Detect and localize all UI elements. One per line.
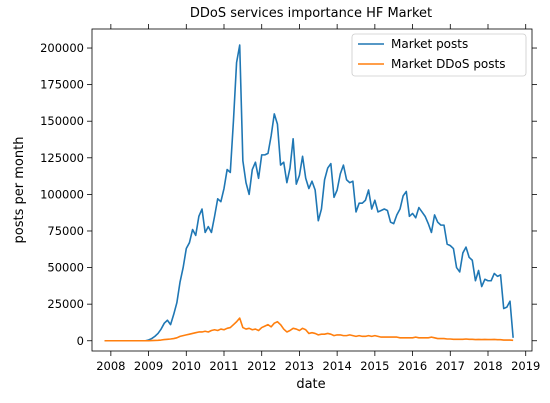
x-tick-label-2008: 2008 [96,359,125,373]
y-tick-label-25000: 25000 [47,297,84,311]
y-tick-label-175000: 175000 [40,78,84,92]
x-tick-label-2015: 2015 [360,359,389,373]
series-layer [104,44,514,342]
x-tick-label-2012: 2012 [247,359,276,373]
x-tick-label-2018: 2018 [473,359,502,373]
x-tick-label-2014: 2014 [323,359,352,373]
y-tick-label-125000: 125000 [40,151,84,165]
x-tick-label-2016: 2016 [398,359,427,373]
y-tick-label-75000: 75000 [47,224,84,238]
y-tick-label-50000: 50000 [47,261,84,275]
plot-frame [91,28,533,352]
x-axis: 2008 2009 2010 2011 2012 2013 2014 2015 2016 2017… [96,24,540,373]
x-tick-label-2009: 2009 [134,359,163,373]
x-tick-label-2011: 2011 [209,359,238,373]
x-tick-label-2017: 2017 [436,359,465,373]
y-tick-label-200000: 200000 [40,41,84,55]
legend-label-market-posts: Market posts [391,37,468,51]
x-tick-label-2010: 2010 [172,359,201,373]
series-line-market-posts [104,44,514,342]
y-tick-label-0: 0 [77,334,84,348]
y-tick-label-150000: 150000 [40,114,84,128]
y-tick-label-100000: 100000 [40,187,84,201]
legend: Market posts Market DDoS posts [351,33,527,77]
series-line-market-ddos-posts [104,317,514,342]
x-tick-label-2019: 2019 [511,359,540,373]
y-axis-label: posts per month [12,137,27,244]
x-tick-label-2013: 2013 [285,359,314,373]
x-axis-label: date [296,377,325,392]
chart-title: DDoS services importance HF Market [190,6,432,21]
legend-box [351,33,527,77]
y-axis: 0 25000 50000 75000 100000 125000 150000 175000… [40,41,537,348]
legend-label-market-ddos-posts: Market DDoS posts [391,57,506,71]
